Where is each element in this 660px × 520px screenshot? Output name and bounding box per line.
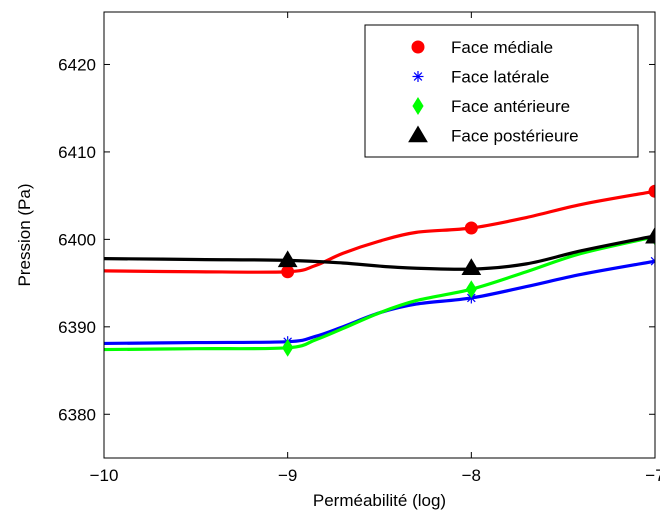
series-1: [104, 184, 655, 279]
data-point: [465, 280, 477, 299]
data-point: [464, 221, 478, 235]
data-point: [461, 258, 482, 276]
legend-item: Face antérieure: [412, 97, 570, 116]
legend-marker: [411, 40, 425, 54]
axes-frame: [103, 11, 656, 459]
x-tick-label: −7: [645, 466, 660, 485]
data-point: [649, 255, 655, 267]
legend-item: Face médiale: [411, 38, 553, 57]
legend-item: Face latérale: [412, 68, 549, 87]
y-tick-label: 6410: [58, 143, 96, 162]
series-line: [104, 234, 655, 271]
series-line: [104, 235, 655, 352]
data-point: [282, 338, 294, 357]
data-point: [281, 265, 295, 279]
axes-layer: −10 −9 −8 −7 6380 6390 6400 6410 6420: [58, 11, 660, 485]
x-tick-label: −8: [462, 466, 481, 485]
y-tick-label: 6390: [58, 318, 96, 337]
y-tick-label: 6420: [58, 55, 96, 74]
legend-item: Face postérieure: [408, 125, 579, 146]
y-tick-label: 6400: [58, 230, 96, 249]
series-4: [104, 226, 655, 276]
x-tick-label: −10: [90, 466, 119, 485]
legend-marker: [408, 125, 428, 143]
series-layer: [104, 184, 655, 357]
data-point: [277, 250, 298, 268]
legend-label: Face médiale: [451, 38, 553, 57]
data-point: [648, 184, 655, 198]
y-axis-title: Pression (Pa): [15, 184, 34, 287]
legend-marker: [412, 71, 424, 82]
legend-box: [364, 24, 639, 158]
legend-marker: [412, 97, 424, 115]
y-tick-label: 6380: [58, 405, 96, 424]
x-axis-title: Perméabilité (log): [313, 491, 446, 510]
x-tick-label: −9: [278, 466, 297, 485]
legend: Face médiale Face latérale Face antérieure…: [364, 24, 639, 158]
series-line: [104, 189, 655, 274]
legend-label: Face antérieure: [451, 97, 570, 116]
legend-label: Face latérale: [451, 68, 549, 87]
legend-label: Face postérieure: [451, 127, 579, 146]
